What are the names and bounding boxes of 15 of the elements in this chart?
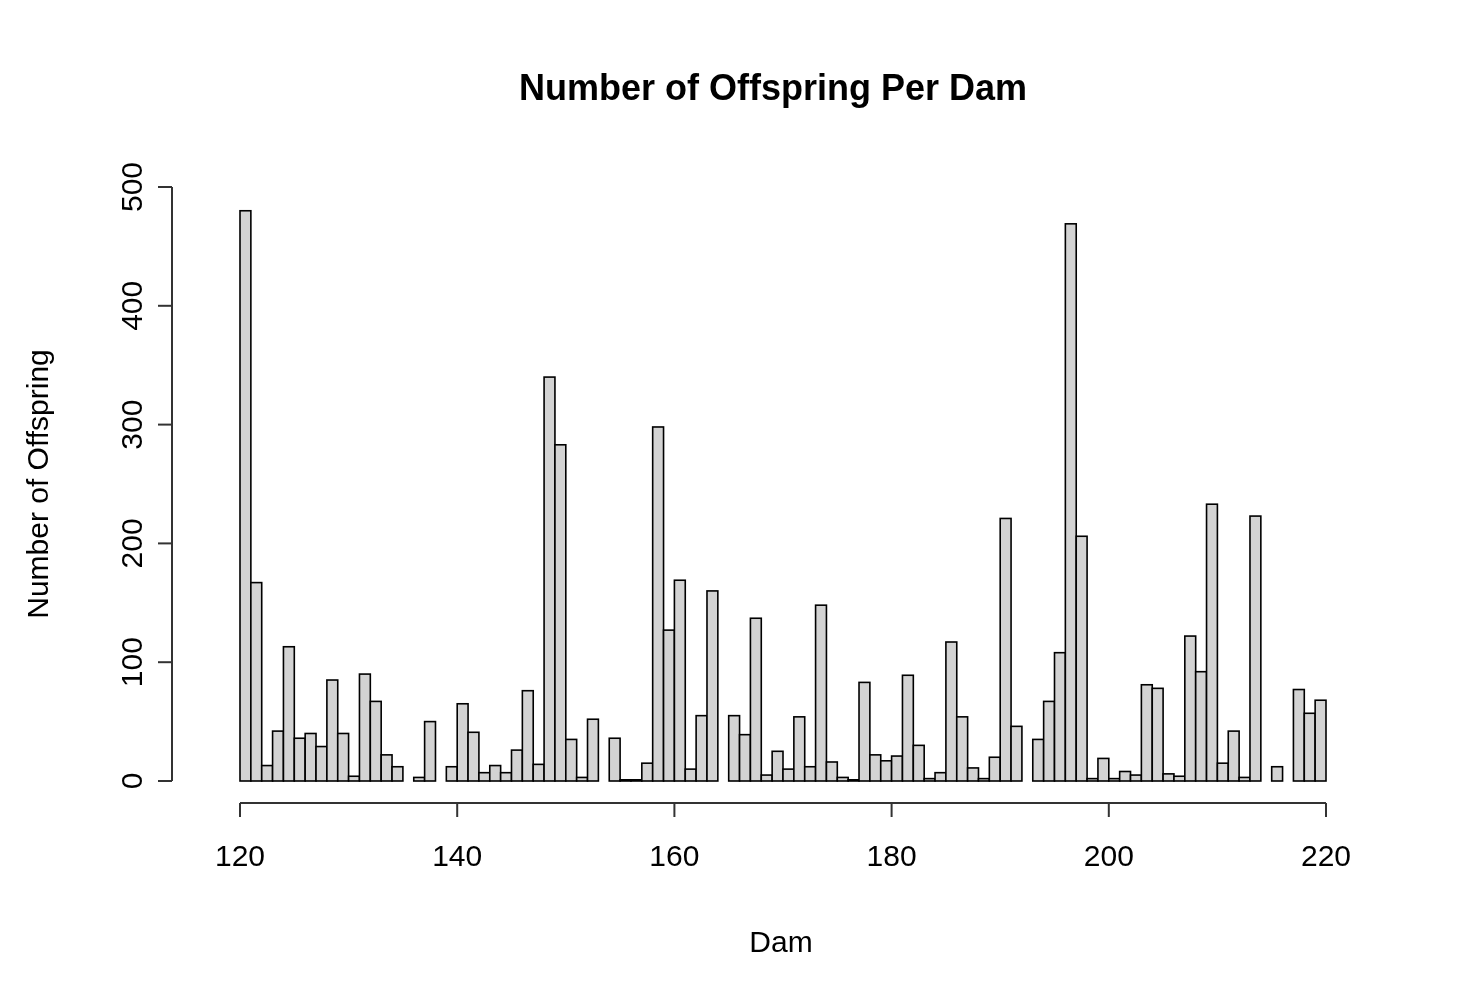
y-tick-label: 0 [115, 772, 148, 790]
y-tick-label: 400 [115, 280, 148, 331]
y-axis-title: Number of Offspring [21, 349, 54, 619]
x-tick-label: 220 [1300, 839, 1352, 872]
y-tick-label: 300 [115, 399, 148, 450]
x-tick-label: 140 [432, 839, 483, 872]
x-tick-label: 200 [1083, 839, 1134, 872]
x-tick-label: 180 [866, 839, 917, 872]
x-tick-label: 120 [214, 839, 266, 872]
y-tick-label: 100 [115, 637, 148, 688]
y-tick-label: 200 [115, 518, 148, 569]
x-tick-label: 160 [649, 839, 700, 872]
chart-title: Number of Offspring Per Dam [518, 67, 1028, 108]
x-axis-title: Dam [749, 925, 813, 958]
y-tick-label: 500 [115, 161, 148, 213]
